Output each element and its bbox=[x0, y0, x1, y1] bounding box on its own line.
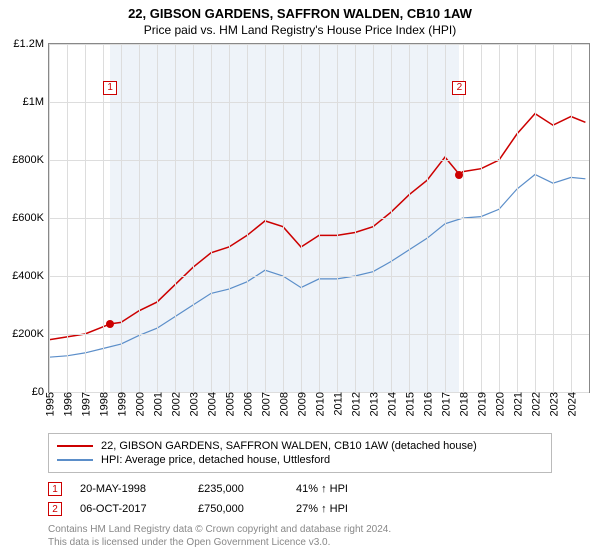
chart-title: 22, GIBSON GARDENS, SAFFRON WALDEN, CB10… bbox=[0, 0, 600, 21]
x-axis-tick-label: 1999 bbox=[114, 392, 129, 416]
x-axis-tick-label: 2016 bbox=[420, 392, 435, 416]
y-axis-tick-label: £800K bbox=[12, 154, 49, 166]
legend-swatch bbox=[57, 445, 93, 447]
sales-table: 1 20-MAY-1998 £235,000 41% ↑ HPI 2 06-OCT-201… bbox=[48, 479, 552, 519]
sales-row: 2 06-OCT-2017 £750,000 27% ↑ HPI bbox=[48, 499, 552, 519]
x-axis-tick-label: 2013 bbox=[366, 392, 381, 416]
gridline-vertical bbox=[283, 44, 284, 392]
x-axis-tick-label: 2004 bbox=[204, 392, 219, 416]
sales-row: 1 20-MAY-1998 £235,000 41% ↑ HPI bbox=[48, 479, 552, 499]
gridline-vertical bbox=[103, 44, 104, 392]
gridline-vertical bbox=[427, 44, 428, 392]
sales-row-diff: 27% ↑ HPI bbox=[296, 503, 386, 515]
x-axis-tick-label: 2003 bbox=[186, 392, 201, 416]
gridline-vertical bbox=[337, 44, 338, 392]
sale-marker-box: 2 bbox=[452, 81, 466, 95]
sales-row-diff: 41% ↑ HPI bbox=[296, 483, 386, 495]
chart-subtitle: Price paid vs. HM Land Registry's House … bbox=[0, 21, 600, 43]
gridline-vertical bbox=[49, 44, 50, 392]
gridline-vertical bbox=[499, 44, 500, 392]
y-axis-tick-label: £200K bbox=[12, 328, 49, 340]
x-axis-tick-label: 2011 bbox=[330, 392, 345, 416]
x-axis-tick-label: 2015 bbox=[402, 392, 417, 416]
gridline-vertical bbox=[247, 44, 248, 392]
gridline-vertical bbox=[211, 44, 212, 392]
sales-row-marker: 2 bbox=[48, 502, 62, 516]
x-axis-tick-label: 1996 bbox=[60, 392, 75, 416]
x-axis-tick-label: 2006 bbox=[240, 392, 255, 416]
gridline-vertical bbox=[463, 44, 464, 392]
x-axis-tick-label: 2007 bbox=[258, 392, 273, 416]
gridline-vertical bbox=[553, 44, 554, 392]
legend-label: 22, GIBSON GARDENS, SAFFRON WALDEN, CB10… bbox=[101, 440, 477, 452]
x-axis-tick-label: 1998 bbox=[96, 392, 111, 416]
x-axis-tick-label: 2002 bbox=[168, 392, 183, 416]
x-axis-tick-label: 2024 bbox=[564, 392, 579, 416]
x-axis-tick-label: 2000 bbox=[132, 392, 147, 416]
gridline-vertical bbox=[229, 44, 230, 392]
gridline-vertical bbox=[157, 44, 158, 392]
x-axis-tick-label: 2021 bbox=[510, 392, 525, 416]
series-line-price_paid bbox=[49, 114, 585, 340]
chart-legend: 22, GIBSON GARDENS, SAFFRON WALDEN, CB10… bbox=[48, 433, 552, 473]
y-axis-tick-label: £1M bbox=[23, 96, 49, 108]
x-axis-tick-label: 2018 bbox=[456, 392, 471, 416]
gridline-vertical bbox=[85, 44, 86, 392]
footer-line-1: Contains HM Land Registry data © Crown c… bbox=[48, 523, 552, 536]
sale-marker-dot bbox=[106, 320, 114, 328]
gridline-vertical bbox=[193, 44, 194, 392]
gridline-vertical bbox=[517, 44, 518, 392]
gridline-vertical bbox=[265, 44, 266, 392]
x-axis-tick-label: 1997 bbox=[78, 392, 93, 416]
x-axis-tick-label: 2005 bbox=[222, 392, 237, 416]
x-axis-tick-label: 2009 bbox=[294, 392, 309, 416]
sales-row-marker: 1 bbox=[48, 482, 62, 496]
gridline-vertical bbox=[319, 44, 320, 392]
gridline-vertical bbox=[391, 44, 392, 392]
x-axis-tick-label: 1995 bbox=[42, 392, 57, 416]
sales-row-price: £235,000 bbox=[198, 483, 278, 495]
gridline-vertical bbox=[175, 44, 176, 392]
x-axis-tick-label: 2017 bbox=[438, 392, 453, 416]
y-axis-tick-label: £600K bbox=[12, 212, 49, 224]
gridline-vertical bbox=[373, 44, 374, 392]
gridline-vertical bbox=[355, 44, 356, 392]
gridline-vertical bbox=[481, 44, 482, 392]
chart-plot-area: £0£200K£400K£600K£800K£1M£1.2M1995199619… bbox=[48, 43, 590, 393]
x-axis-tick-label: 2008 bbox=[276, 392, 291, 416]
gridline-vertical bbox=[139, 44, 140, 392]
chart-footer: Contains HM Land Registry data © Crown c… bbox=[48, 523, 552, 549]
sales-row-date: 06-OCT-2017 bbox=[80, 503, 180, 515]
x-axis-tick-label: 2020 bbox=[492, 392, 507, 416]
legend-row: HPI: Average price, detached house, Uttl… bbox=[57, 453, 543, 467]
x-axis-tick-label: 2014 bbox=[384, 392, 399, 416]
gridline-vertical bbox=[121, 44, 122, 392]
legend-row: 22, GIBSON GARDENS, SAFFRON WALDEN, CB10… bbox=[57, 439, 543, 453]
sales-row-price: £750,000 bbox=[198, 503, 278, 515]
footer-line-2: This data is licensed under the Open Gov… bbox=[48, 536, 552, 549]
gridline-vertical bbox=[301, 44, 302, 392]
gridline-vertical bbox=[445, 44, 446, 392]
legend-swatch bbox=[57, 459, 93, 461]
sales-row-date: 20-MAY-1998 bbox=[80, 483, 180, 495]
gridline-vertical bbox=[67, 44, 68, 392]
y-axis-tick-label: £400K bbox=[12, 270, 49, 282]
gridline-vertical bbox=[571, 44, 572, 392]
sale-marker-dot bbox=[455, 171, 463, 179]
series-line-hpi bbox=[49, 175, 585, 358]
x-axis-tick-label: 2001 bbox=[150, 392, 165, 416]
y-axis-tick-label: £1.2M bbox=[13, 38, 49, 50]
x-axis-tick-label: 2022 bbox=[528, 392, 543, 416]
x-axis-tick-label: 2019 bbox=[474, 392, 489, 416]
legend-label: HPI: Average price, detached house, Uttl… bbox=[101, 454, 330, 466]
gridline-vertical bbox=[535, 44, 536, 392]
x-axis-tick-label: 2023 bbox=[546, 392, 561, 416]
gridline-vertical bbox=[409, 44, 410, 392]
chart-container: 22, GIBSON GARDENS, SAFFRON WALDEN, CB10… bbox=[0, 0, 600, 560]
x-axis-tick-label: 2012 bbox=[348, 392, 363, 416]
sale-marker-box: 1 bbox=[103, 81, 117, 95]
x-axis-tick-label: 2010 bbox=[312, 392, 327, 416]
